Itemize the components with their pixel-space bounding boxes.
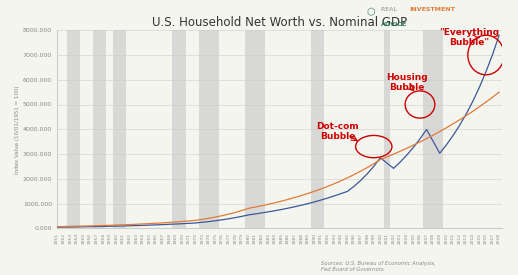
Text: Dot-com
Bubble: Dot-com Bubble	[316, 122, 359, 141]
Bar	[93, 30, 107, 228]
GDP Index	[450, 122, 456, 126]
Bar	[172, 30, 185, 228]
Net Worth Index	[153, 223, 159, 227]
Net Worth Index	[160, 223, 166, 226]
Text: INVESTMENT: INVESTMENT	[409, 7, 455, 12]
Text: REAL: REAL	[381, 7, 399, 12]
GDP Index	[54, 225, 60, 228]
Bar	[113, 30, 126, 228]
Bar	[384, 30, 390, 228]
Bar	[311, 30, 324, 228]
Net Worth Index	[305, 202, 311, 205]
Bar	[67, 30, 80, 228]
Text: Sources: U.S. Bureau of Economic Analysis,
Fed Board of Governors: Sources: U.S. Bureau of Economic Analysi…	[321, 262, 436, 272]
Net Worth Index	[496, 34, 502, 37]
Text: ⬡: ⬡	[366, 7, 375, 17]
GDP Index	[496, 90, 502, 94]
Line: GDP Index: GDP Index	[57, 92, 499, 227]
Net Worth Index	[483, 70, 489, 73]
Line: Net Worth Index: Net Worth Index	[57, 35, 499, 227]
Bar	[245, 30, 252, 228]
GDP Index	[305, 192, 311, 195]
Bar	[199, 30, 219, 228]
Net Worth Index	[311, 200, 318, 204]
GDP Index	[160, 221, 166, 224]
Text: Housing
Bubble: Housing Bubble	[386, 73, 427, 92]
GDP Index	[483, 100, 489, 104]
GDP Index	[311, 190, 318, 193]
Text: "Everything
Bubble": "Everything Bubble"	[439, 28, 499, 47]
Bar	[252, 30, 265, 228]
GDP Index	[153, 222, 159, 225]
Bar	[423, 30, 443, 228]
Net Worth Index	[450, 134, 456, 137]
Text: ADVICE: ADVICE	[381, 22, 407, 27]
Net Worth Index	[54, 226, 60, 229]
Title: U.S. Household Net Worth vs. Nominal GDP: U.S. Household Net Worth vs. Nominal GDP	[152, 16, 407, 29]
Y-axis label: Index Value (10/01/1951 = 100): Index Value (10/01/1951 = 100)	[15, 85, 20, 174]
